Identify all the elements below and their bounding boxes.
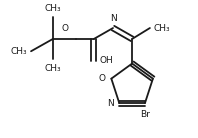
Text: N: N — [110, 14, 116, 22]
Text: O: O — [99, 74, 106, 83]
Text: CH₃: CH₃ — [45, 4, 61, 13]
Text: N: N — [107, 99, 114, 108]
Text: CH₃: CH₃ — [154, 23, 171, 33]
Text: CH₃: CH₃ — [45, 63, 61, 73]
Text: O: O — [61, 24, 68, 34]
Text: Br: Br — [140, 110, 150, 119]
Text: CH₃: CH₃ — [10, 47, 27, 56]
Text: OH: OH — [99, 56, 113, 65]
